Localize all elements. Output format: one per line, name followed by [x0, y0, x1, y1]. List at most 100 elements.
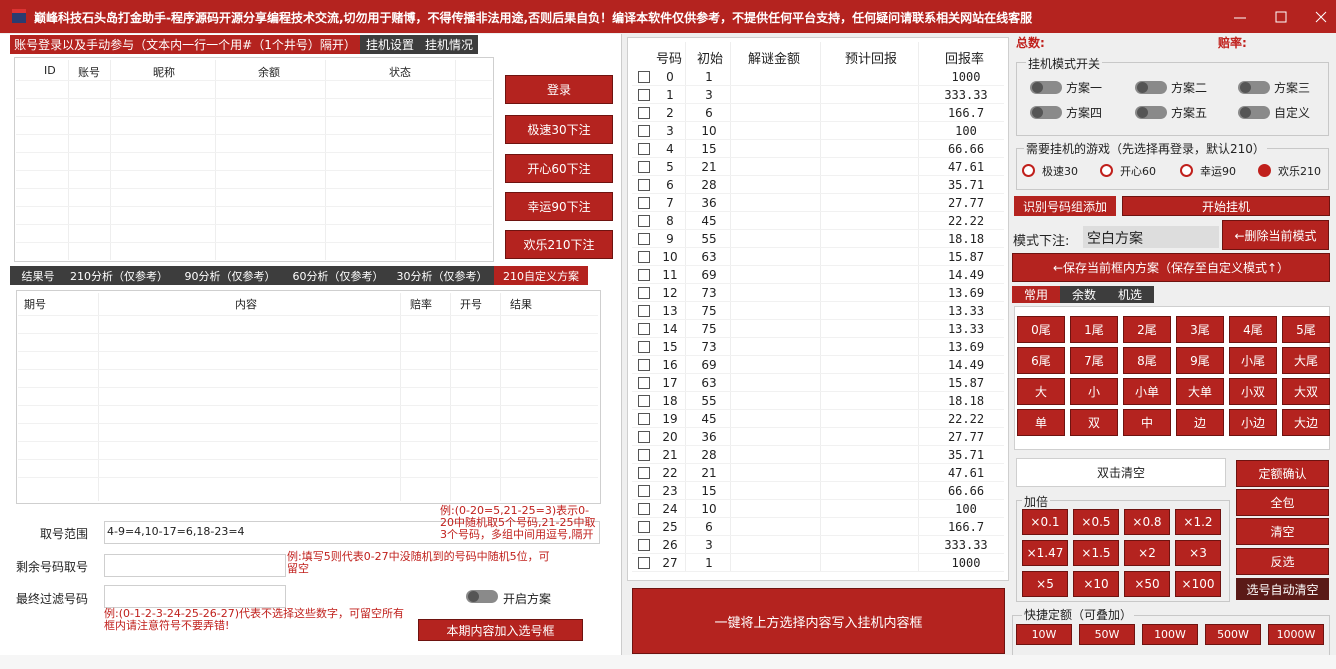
checkbox[interactable]: [638, 323, 650, 335]
grid-button[interactable]: 0尾: [1017, 316, 1065, 343]
checkbox[interactable]: [638, 467, 650, 479]
mode-toggle[interactable]: [1135, 106, 1167, 119]
side-button[interactable]: 选号自动清空: [1236, 578, 1329, 600]
grid-button[interactable]: 3尾: [1176, 316, 1224, 343]
grid-button[interactable]: 小尾: [1229, 347, 1277, 374]
mode-toggle[interactable]: [1030, 106, 1062, 119]
checkbox[interactable]: [638, 215, 650, 227]
grid-button[interactable]: 边: [1176, 409, 1224, 436]
add-button[interactable]: 本期内容加入选号框: [418, 619, 583, 641]
multiply-button[interactable]: ×0.8: [1124, 509, 1170, 535]
top-tab[interactable]: 账号登录以及手动参与（文本内一行一个用#（1个井号）隔开）: [10, 35, 360, 54]
multiply-button[interactable]: ×10: [1073, 571, 1119, 597]
side-button[interactable]: 定额确认: [1236, 460, 1329, 487]
multiply-button[interactable]: ×100: [1175, 571, 1221, 597]
analysis-tab[interactable]: 30分析（仅参考）: [392, 266, 492, 285]
checkbox[interactable]: [638, 125, 650, 137]
checkbox[interactable]: [638, 449, 650, 461]
top-tab[interactable]: 挂机情况: [420, 35, 478, 54]
login-button[interactable]: 幸运90下注: [505, 192, 613, 221]
amount-button[interactable]: 100W: [1142, 624, 1198, 645]
mode-toggle[interactable]: [1238, 106, 1270, 119]
maximize[interactable]: [1275, 11, 1287, 23]
grid-button[interactable]: 8尾: [1123, 347, 1171, 374]
game-radio[interactable]: [1100, 164, 1113, 177]
login-button[interactable]: 欢乐210下注: [505, 230, 613, 259]
checkbox[interactable]: [638, 143, 650, 155]
checkbox[interactable]: [638, 395, 650, 407]
side-button[interactable]: 全包: [1236, 489, 1329, 516]
mode-toggle[interactable]: [1135, 81, 1167, 94]
analysis-tab[interactable]: 结果号: [14, 266, 62, 285]
save-button[interactable]: ←保存当前框内方案（保存至自定义模式↑）: [1012, 253, 1330, 282]
grid-button[interactable]: 小双: [1229, 378, 1277, 405]
grid-button[interactable]: 7尾: [1070, 347, 1118, 374]
grid-button[interactable]: 4尾: [1229, 316, 1277, 343]
checkbox[interactable]: [638, 539, 650, 551]
range-input[interactable]: 4-9=4,10-17=6,18-23=4: [104, 521, 600, 544]
grid-button[interactable]: 小边: [1229, 409, 1277, 436]
grid-button[interactable]: 小单: [1123, 378, 1171, 405]
amount-button[interactable]: 50W: [1079, 624, 1135, 645]
checkbox[interactable]: [638, 89, 650, 101]
mode-toggle[interactable]: [1030, 81, 1062, 94]
side-button[interactable]: 清空: [1236, 518, 1329, 545]
identify-button[interactable]: 识别号码组添加: [1014, 196, 1116, 216]
grid-button[interactable]: 9尾: [1176, 347, 1224, 374]
mode-toggle[interactable]: [1238, 81, 1270, 94]
grid-button[interactable]: 1尾: [1070, 316, 1118, 343]
game-radio[interactable]: [1258, 164, 1271, 177]
checkbox[interactable]: [638, 521, 650, 533]
analysis-tab[interactable]: 60分析（仅参考）: [284, 266, 392, 285]
checkbox[interactable]: [638, 413, 650, 425]
login-button[interactable]: 登录: [505, 75, 613, 104]
checkbox[interactable]: [638, 251, 650, 263]
multiply-button[interactable]: ×1.5: [1073, 540, 1119, 566]
multiply-button[interactable]: ×50: [1124, 571, 1170, 597]
multiply-button[interactable]: ×1.47: [1022, 540, 1068, 566]
checkbox[interactable]: [638, 107, 650, 119]
filter-input[interactable]: [104, 585, 286, 608]
mode-combo[interactable]: 空白方案: [1083, 226, 1219, 248]
checkbox[interactable]: [638, 485, 650, 497]
grid-button[interactable]: 大双: [1282, 378, 1330, 405]
grid-button[interactable]: 6尾: [1017, 347, 1065, 374]
top-tab[interactable]: 挂机设置: [360, 35, 420, 54]
delete-mode-button[interactable]: ←删除当前模式: [1222, 220, 1329, 250]
grid-button[interactable]: 大单: [1176, 378, 1224, 405]
remain-input[interactable]: [104, 554, 286, 577]
checkbox[interactable]: [638, 557, 650, 569]
number-tab[interactable]: 机选: [1106, 286, 1154, 303]
login-button[interactable]: 开心60下注: [505, 154, 613, 183]
grid-button[interactable]: 双: [1070, 409, 1118, 436]
grid-button[interactable]: 大: [1017, 378, 1065, 405]
analysis-tab[interactable]: 210自定义方案: [494, 266, 588, 285]
checkbox[interactable]: [638, 197, 650, 209]
multiply-button[interactable]: ×0.1: [1022, 509, 1068, 535]
analysis-tab[interactable]: 210分析（仅参考）: [62, 266, 176, 285]
number-tab[interactable]: 余数: [1060, 286, 1108, 303]
side-button[interactable]: 反选: [1236, 548, 1329, 575]
grid-button[interactable]: 中: [1123, 409, 1171, 436]
clear-box[interactable]: 双击清空: [1016, 458, 1226, 487]
checkbox[interactable]: [638, 359, 650, 371]
multiply-button[interactable]: ×2: [1124, 540, 1170, 566]
checkbox[interactable]: [638, 269, 650, 281]
checkbox[interactable]: [638, 179, 650, 191]
checkbox[interactable]: [638, 161, 650, 173]
toggle[interactable]: [466, 590, 498, 603]
login-button[interactable]: 极速30下注: [505, 115, 613, 144]
write-button[interactable]: 一键将上方选择内容写入挂机内容框: [632, 588, 1005, 654]
grid-button[interactable]: 大尾: [1282, 347, 1330, 374]
multiply-button[interactable]: ×1.2: [1175, 509, 1221, 535]
grid-button[interactable]: 小: [1070, 378, 1118, 405]
close[interactable]: [1315, 11, 1327, 23]
start-button[interactable]: 开始挂机: [1122, 196, 1330, 216]
checkbox[interactable]: [638, 305, 650, 317]
amount-button[interactable]: 10W: [1016, 624, 1072, 645]
multiply-button[interactable]: ×3: [1175, 540, 1221, 566]
checkbox[interactable]: [638, 377, 650, 389]
checkbox[interactable]: [638, 71, 650, 83]
grid-button[interactable]: 5尾: [1282, 316, 1330, 343]
checkbox[interactable]: [638, 431, 650, 443]
